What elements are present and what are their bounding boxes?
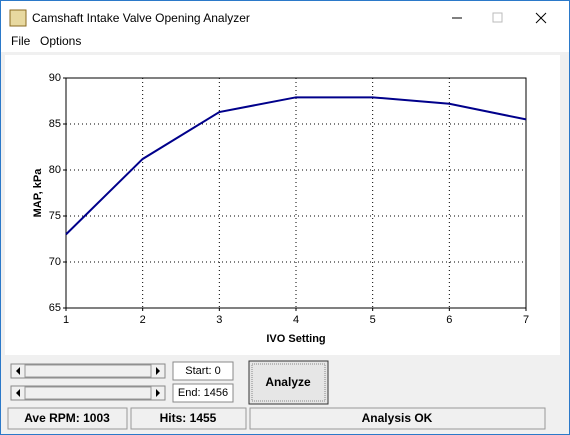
x-tick-label: 2 (140, 314, 146, 326)
plot-frame (65, 77, 527, 309)
start-label: Start: 0 (185, 365, 220, 377)
menu-item[interactable]: Options (40, 34, 81, 48)
status-text: Analysis OK (362, 411, 433, 425)
x-tick-label: 4 (293, 314, 299, 326)
title-bar (1, 1, 569, 34)
end-box (172, 383, 234, 403)
y-tick-label: 65 (49, 302, 61, 314)
status-text: Ave RPM: 1003 (24, 411, 110, 425)
y-tick-label: 80 (49, 164, 61, 176)
status-text: Hits: 1455 (160, 411, 217, 425)
maximize-button[interactable] (492, 12, 503, 23)
y-tick-label: 70 (49, 256, 61, 268)
chart-panel (5, 55, 560, 355)
start-box (172, 361, 234, 381)
data-line (65, 96, 527, 236)
x-tick-label: 1 (63, 314, 69, 326)
x-tick-label: 5 (370, 314, 376, 326)
y-tick-label: 90 (49, 72, 61, 84)
scrollbar[interactable] (10, 385, 166, 401)
analyze-button[interactable] (248, 360, 329, 405)
window-title: Camshaft Intake Valve Opening Analyzer (32, 11, 250, 25)
status-panel (249, 407, 546, 430)
y-tick-label: 75 (49, 210, 61, 222)
x-tick-label: 3 (216, 314, 222, 326)
end-label: End: 1456 (178, 387, 228, 399)
y-axis-label: MAP, kPa (32, 168, 44, 218)
scrollbar[interactable] (10, 363, 166, 379)
y-tick-label: 85 (49, 118, 61, 130)
plot: 65 70 75 80 85 90 1 2 3 4 5 6 7 (49, 72, 529, 326)
close-button[interactable] (535, 12, 547, 24)
menu-item[interactable]: File (11, 34, 31, 48)
button-label[interactable]: Analyze (265, 375, 311, 389)
button-focus (251, 363, 326, 402)
x-axis-label: IVO Setting (266, 333, 325, 345)
status-panel (130, 407, 247, 430)
x-tick-label: 6 (446, 314, 452, 326)
app-icon (9, 9, 27, 27)
status-panel (7, 407, 128, 430)
menu-bar (1, 34, 569, 52)
x-tick-label: 7 (523, 314, 529, 326)
